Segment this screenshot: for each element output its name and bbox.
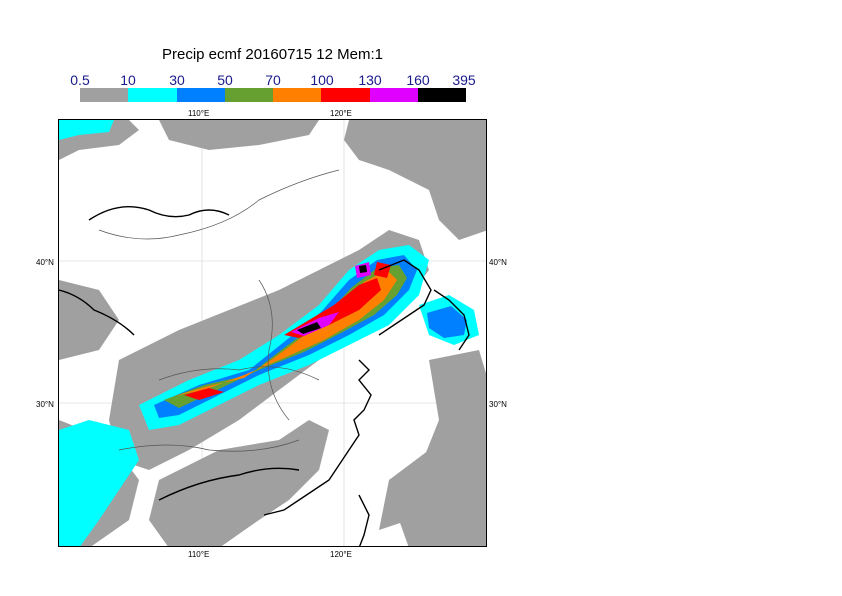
- precip-area: [159, 120, 319, 150]
- lat-tick-right-40: 40°N: [489, 258, 507, 267]
- precip-level-5: [184, 262, 391, 400]
- border-line: [118, 439, 300, 452]
- coastline-taiwan: [358, 494, 370, 546]
- legend-label-1: 10: [120, 72, 136, 88]
- precip-area: [359, 265, 367, 273]
- legend-label-4: 70: [265, 72, 281, 88]
- border-line: [59, 289, 135, 336]
- precip-map: [58, 119, 487, 547]
- legend-swatch-6: [369, 88, 418, 102]
- border-line: [98, 169, 340, 240]
- precip-area: [399, 350, 486, 546]
- legend-label-3: 50: [217, 72, 233, 88]
- legend-swatch-4: [273, 88, 322, 102]
- legend-swatch-0: [80, 88, 129, 102]
- coastline: [263, 359, 372, 516]
- border-line: [258, 279, 290, 421]
- legend-swatch-5: [321, 88, 370, 102]
- legend-label-5: 100: [310, 72, 334, 88]
- legend-label-2: 30: [169, 72, 185, 88]
- precip-area: [374, 262, 391, 278]
- coastline: [378, 259, 432, 336]
- precip-area: [149, 420, 329, 546]
- lon-tick-bottom-120: 120°E: [330, 550, 352, 559]
- lon-tick-top-120: 120°E: [330, 109, 352, 118]
- border-line: [158, 366, 320, 381]
- precip-area: [59, 280, 119, 360]
- border-line: [88, 205, 230, 221]
- precip-area: [379, 450, 439, 530]
- precip-area: [59, 420, 139, 546]
- coastlines: [59, 205, 470, 546]
- precip-area: [184, 388, 224, 400]
- legend-swatch-7: [417, 88, 466, 102]
- legend-swatch-2: [176, 88, 225, 102]
- precip-area: [284, 278, 381, 338]
- legend-label-0: 0.5: [70, 72, 90, 88]
- legend-colorbar: [80, 88, 466, 102]
- coastline: [433, 289, 470, 351]
- lon-tick-top-110: 110°E: [188, 109, 210, 118]
- lat-tick-right-30: 30°N: [489, 400, 507, 409]
- legend-swatch-3: [224, 88, 273, 102]
- legend-labels: 0.5 10 30 50 70 100 130 160 395: [60, 72, 490, 90]
- legend-swatch-1: [128, 88, 177, 102]
- border-line: [158, 467, 300, 501]
- lat-tick-left-30: 30°N: [36, 400, 54, 409]
- lat-tick-left-40: 40°N: [36, 258, 54, 267]
- precip-area: [297, 322, 321, 334]
- legend-label-8: 395: [452, 72, 476, 88]
- province-lines: [98, 169, 340, 452]
- legend-label-7: 160: [406, 72, 430, 88]
- precip-area: [427, 306, 467, 338]
- map-title: Precip ecmf 20160715 12 Mem:1: [162, 46, 383, 63]
- precip-area: [59, 120, 114, 140]
- precip-level-7: [297, 265, 367, 334]
- lon-tick-bottom-110: 110°E: [188, 550, 210, 559]
- precip-map-svg: [59, 120, 486, 546]
- legend-label-6: 130: [358, 72, 382, 88]
- precip-area: [344, 120, 486, 240]
